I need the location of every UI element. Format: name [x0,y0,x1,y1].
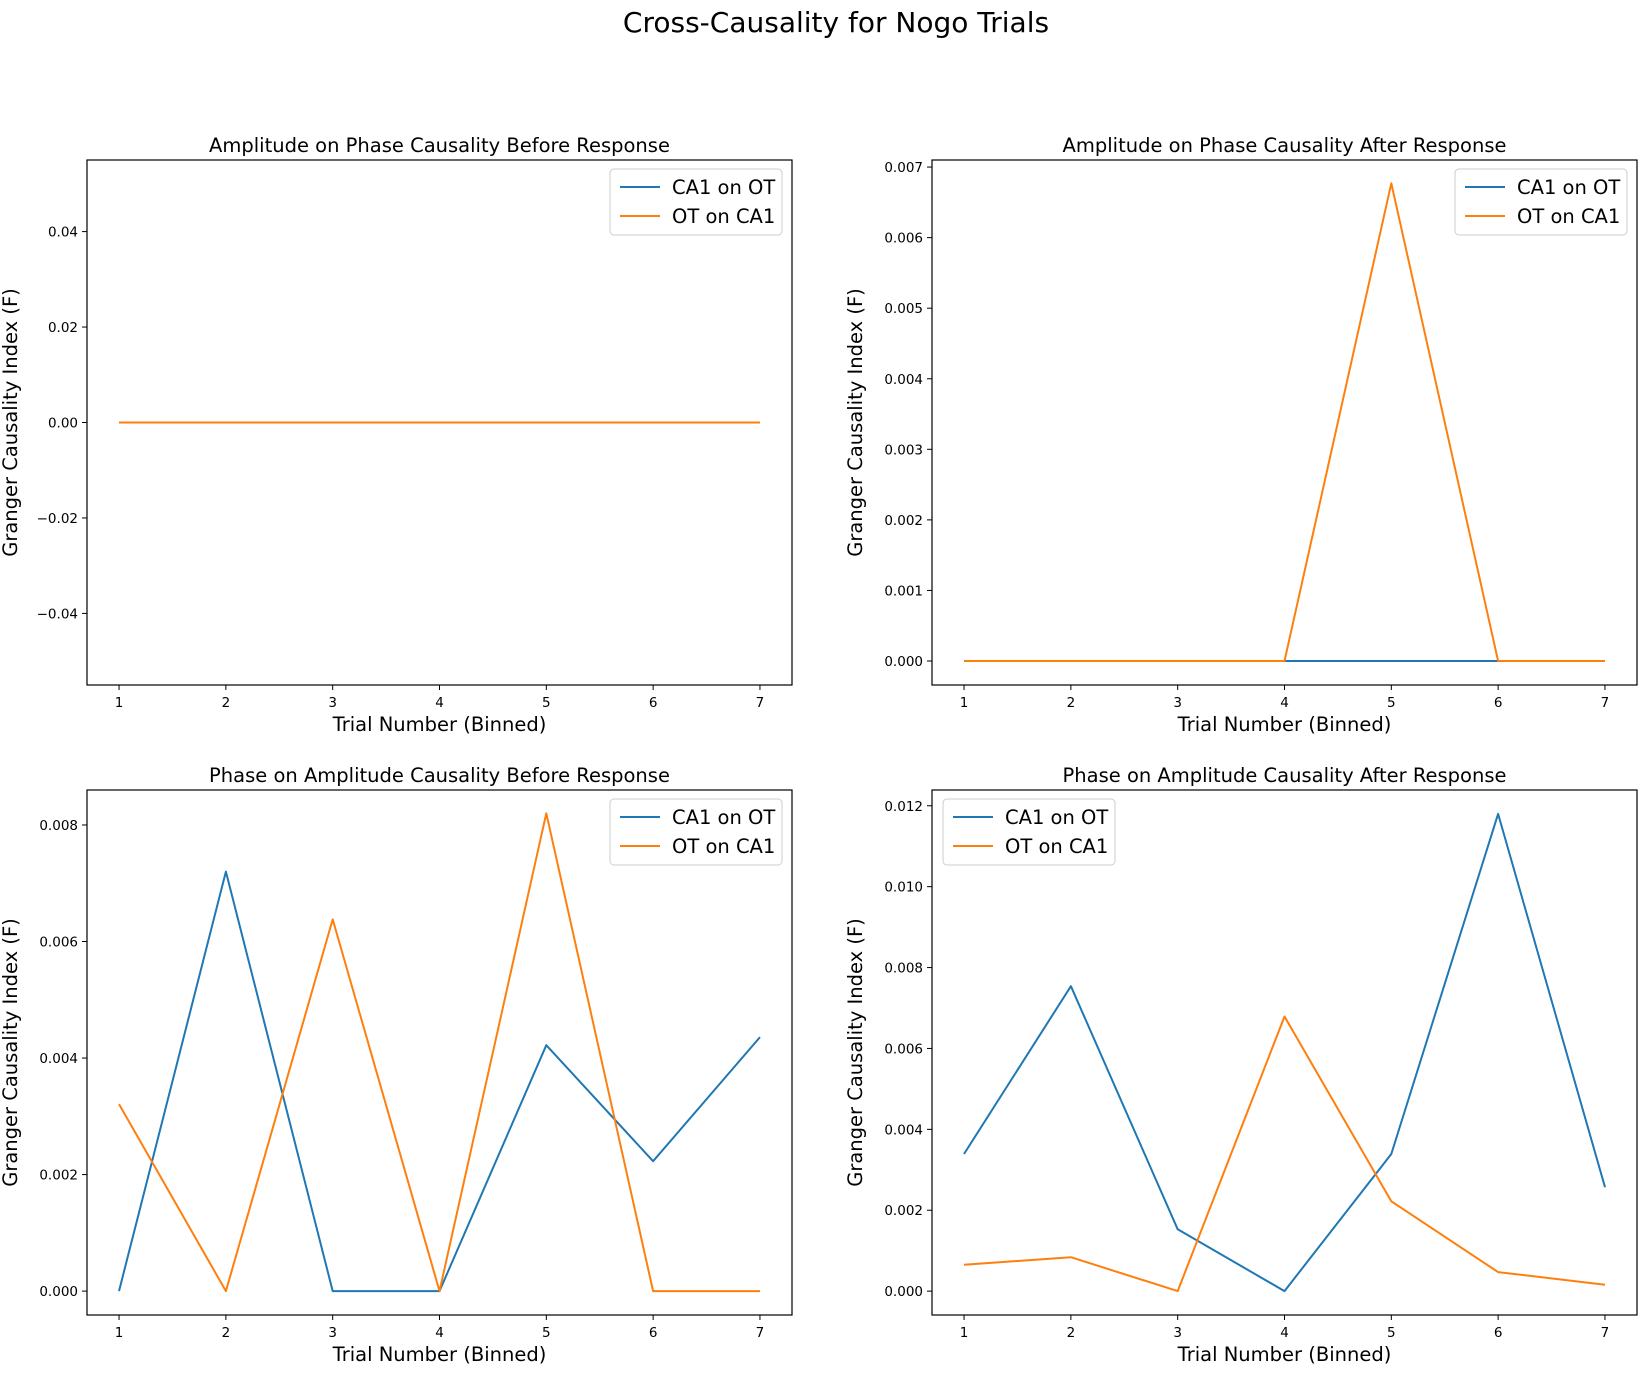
y-tick-label: 0.00 [48,416,78,432]
subplot-title: Phase on Amplitude Causality Before Resp… [209,764,670,787]
y-tick-label: 0.010 [884,880,923,896]
x-tick-label: 2 [222,695,231,711]
legend-entry: CA1 on OT [672,176,775,199]
legend-entry: CA1 on OT [1517,176,1620,199]
x-tick-label: 5 [1387,1325,1396,1341]
x-tick-label: 7 [756,1325,765,1341]
subplot-3: Phase on Amplitude Causality Before Resp… [0,764,793,1366]
subplot-title: Phase on Amplitude Causality After Respo… [1063,764,1507,787]
y-tick-label: 0.004 [884,372,923,388]
figure-title: Cross-Causality for Nogo Trials [623,6,1049,39]
series-line-2 [118,812,760,1293]
plot-frame [86,159,793,686]
x-tick-label: 7 [1601,1325,1610,1341]
series-line-1 [118,870,761,1293]
y-tick-label: 0.005 [884,301,923,317]
subplots-grid: Amplitude on Phase Causality Before Resp… [0,134,1638,1366]
y-tick-label: 0.004 [39,1051,78,1067]
y-axis-label: Granger Causality Index (F) [0,918,22,1187]
x-axis-label: Trial Number (Binned) [332,713,547,736]
y-axis-label: Granger Causality Index (F) [0,288,22,557]
y-tick-label: 0.004 [884,1122,923,1138]
subplot-2: Amplitude on Phase Causality After Respo… [844,134,1638,736]
y-tick-label: 0.000 [39,1284,78,1300]
subplot-1: Amplitude on Phase Causality Before Resp… [0,134,793,736]
y-tick-label: 0.000 [884,654,923,670]
plot-frame [931,159,1638,686]
x-tick-label: 7 [756,695,765,711]
y-tick-label: 0.006 [39,934,78,950]
y-tick-label: 0.008 [884,961,923,977]
x-axis-label: Trial Number (Binned) [1177,1343,1392,1366]
subplot-title: Amplitude on Phase Causality After Respo… [1063,134,1507,157]
legend-entry: OT on CA1 [1517,205,1620,228]
x-tick-label: 2 [1067,695,1076,711]
x-tick-label: 1 [115,1325,124,1341]
y-tick-label: 0.003 [884,442,923,458]
y-tick-label: 0.000 [884,1284,923,1300]
legend-entry: CA1 on OT [672,806,775,829]
x-axis-label: Trial Number (Binned) [332,1343,547,1366]
subplot-4: Phase on Amplitude Causality After Respo… [844,764,1638,1366]
y-tick-label: 0.006 [884,1041,923,1057]
x-tick-label: 6 [649,695,658,711]
y-tick-label: 0.002 [884,513,923,529]
legend-box [609,798,783,866]
y-tick-label: −0.02 [37,511,78,527]
legend-box [942,798,1116,866]
series-line-2 [964,182,1605,662]
x-tick-label: 3 [1173,695,1182,711]
x-tick-label: 5 [1387,695,1396,711]
legend-entry: CA1 on OT [1005,806,1108,829]
legend-box [1454,168,1628,236]
x-tick-label: 2 [222,1325,231,1341]
x-tick-label: 2 [1067,1325,1076,1341]
x-tick-label: 3 [328,695,337,711]
series-line-2 [963,1015,1606,1293]
y-tick-label: 0.012 [884,799,923,815]
y-tick-label: 0.008 [39,818,78,834]
y-tick-label: 0.002 [39,1168,78,1184]
legend-box [609,168,783,236]
x-tick-label: 6 [1494,1325,1503,1341]
y-tick-label: 0.006 [884,231,923,247]
y-tick-label: 0.02 [48,320,78,336]
y-tick-label: 0.001 [884,583,923,599]
y-tick-label: −0.04 [37,606,78,622]
y-tick-label: 0.007 [884,160,923,176]
plot-frame [931,789,1638,1316]
x-tick-label: 5 [542,1325,551,1341]
x-tick-label: 4 [435,695,444,711]
legend: CA1 on OT OT on CA1 [609,798,783,866]
legend: CA1 on OT OT on CA1 [609,168,783,236]
legend-entry: OT on CA1 [672,205,775,228]
y-axis-label: Granger Causality Index (F) [844,918,867,1187]
x-tick-label: 4 [1280,695,1289,711]
x-tick-label: 4 [435,1325,444,1341]
subplot-title: Amplitude on Phase Causality Before Resp… [209,134,670,157]
legend-entry: OT on CA1 [672,835,775,858]
x-tick-label: 1 [960,695,969,711]
x-tick-label: 1 [115,695,124,711]
x-tick-label: 7 [1601,695,1610,711]
plot-frame [86,789,793,1316]
x-tick-label: 6 [649,1325,658,1341]
y-tick-label: 0.04 [48,225,78,241]
legend: CA1 on OT OT on CA1 [942,798,1116,866]
x-tick-label: 3 [328,1325,337,1341]
y-tick-label: 0.002 [884,1203,923,1219]
x-tick-label: 1 [960,1325,969,1341]
legend-entry: OT on CA1 [1005,835,1108,858]
x-tick-label: 4 [1280,1325,1289,1341]
x-axis-label: Trial Number (Binned) [1177,713,1392,736]
legend: CA1 on OT OT on CA1 [1454,168,1628,236]
x-tick-label: 5 [542,695,551,711]
y-axis-label: Granger Causality Index (F) [844,288,867,557]
x-tick-label: 3 [1173,1325,1182,1341]
series-line-1 [963,812,1606,1293]
x-tick-label: 6 [1494,695,1503,711]
